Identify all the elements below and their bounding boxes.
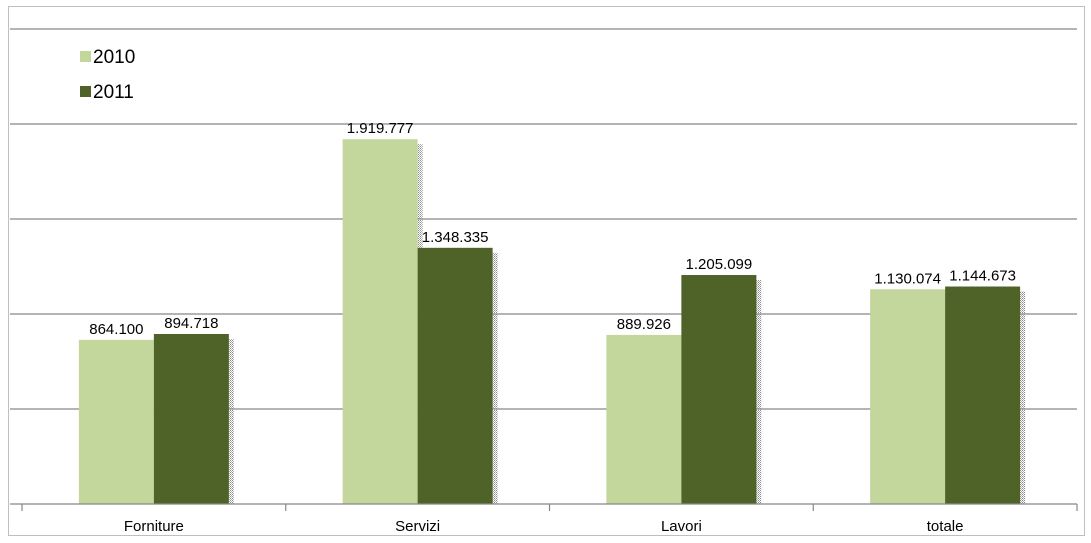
x-tick-label: Lavori — [661, 518, 702, 535]
data-label: 1.130.074 — [874, 270, 941, 287]
bar-2011-servizi — [417, 247, 493, 504]
data-label: 1.919.777 — [347, 120, 414, 137]
x-axis: Forniture Servizi Lavori totale — [10, 503, 1078, 535]
data-label: 1.205.099 — [686, 256, 753, 273]
legend-swatch — [80, 86, 91, 97]
bar-2010-forniture — [78, 339, 154, 504]
bar-2010-servizi — [342, 139, 418, 504]
bar-2011-forniture — [153, 334, 229, 504]
data-label: 864.100 — [89, 321, 143, 338]
data-labels: 864.100 894.718 1.919.777 1.348.335 889.926 1… — [89, 120, 1016, 338]
legend-label: 2011 — [93, 82, 134, 103]
x-tick-label: totale — [927, 518, 964, 535]
bar-shadow — [756, 280, 762, 504]
bar-2011-totale — [945, 286, 1021, 504]
bar-2011-lavori — [681, 275, 757, 504]
data-label: 1.348.335 — [422, 229, 489, 246]
data-label: 889.926 — [617, 316, 671, 333]
x-tick-label: Forniture — [124, 518, 184, 535]
legend-label: 2010 — [93, 47, 135, 68]
bar-2010-totale — [870, 289, 946, 504]
bar-shadow — [492, 252, 498, 504]
data-label: 894.718 — [164, 315, 218, 332]
x-tick-label: Servizi — [395, 518, 440, 535]
bar-2010-lavori — [606, 334, 682, 504]
bar-shadow — [228, 339, 234, 504]
legend-swatch — [80, 51, 91, 62]
bar-shadow — [1020, 291, 1026, 504]
legend: 2010 2011 — [80, 47, 135, 103]
bars — [78, 139, 1021, 504]
data-label: 1.144.673 — [949, 268, 1016, 285]
